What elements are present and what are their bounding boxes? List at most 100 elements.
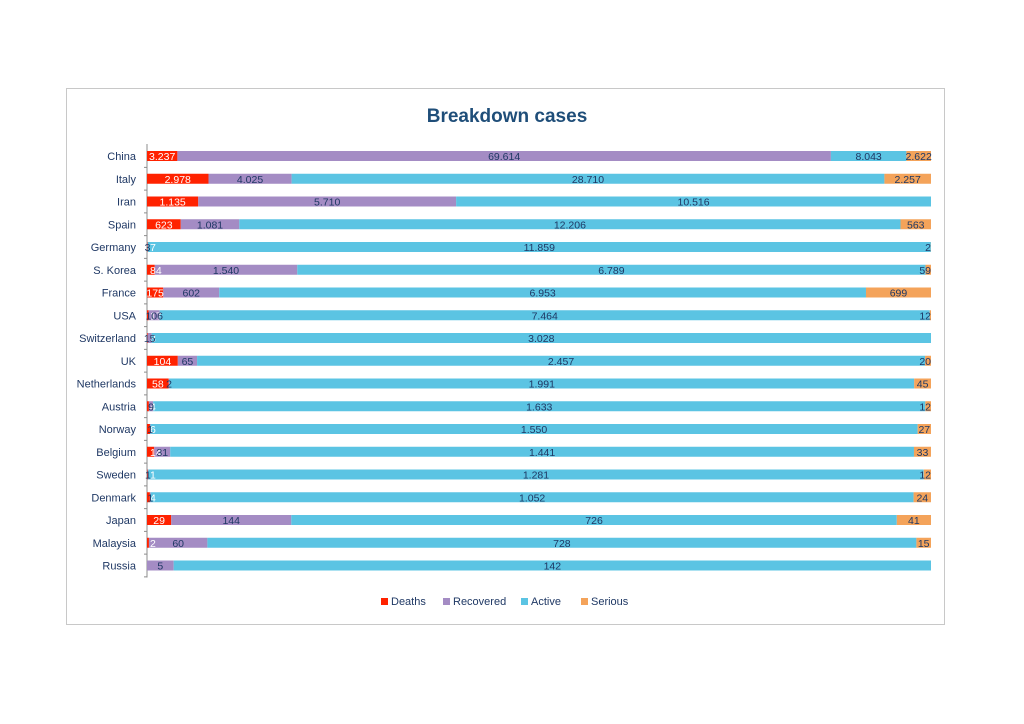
bar-deaths-austria bbox=[147, 401, 149, 412]
bar-deaths-usa bbox=[147, 310, 149, 321]
value-label-recovered-belgium: 31 bbox=[156, 447, 168, 459]
bar-serious-china bbox=[906, 151, 931, 161]
bar-active-belgium bbox=[170, 446, 914, 457]
bars-layer bbox=[144, 144, 932, 578]
value-label-recovered-russia: 5 bbox=[157, 561, 163, 573]
value-label-active-malaysia: 728 bbox=[553, 538, 571, 550]
bar-recovered-italy bbox=[208, 173, 292, 184]
value-label-active-germany: 11.859 bbox=[524, 242, 555, 254]
bar-active-s-korea bbox=[297, 264, 926, 275]
value-label-deaths-austria: 4 bbox=[150, 401, 156, 413]
category-label-norway: Norway bbox=[99, 424, 137, 436]
bar-active-norway bbox=[150, 424, 918, 434]
value-label-recovered-japan: 144 bbox=[222, 515, 240, 527]
value-label-recovered-spain: 1.081 bbox=[197, 219, 223, 231]
value-label-serious-japan: 41 bbox=[908, 515, 920, 527]
value-label-deaths-malaysia: 2 bbox=[150, 538, 156, 550]
value-label-deaths-iran: 1.135 bbox=[159, 197, 185, 209]
value-label-active-uk: 2.457 bbox=[548, 356, 574, 368]
value-label-active-switzerland: 3.028 bbox=[528, 333, 554, 345]
value-label-serious-sweden: 12 bbox=[919, 470, 931, 482]
legend-swatch-active bbox=[521, 598, 528, 605]
value-label-serious-norway: 27 bbox=[918, 424, 930, 436]
bar-active-uk bbox=[197, 355, 926, 366]
legend-swatch-recovered bbox=[443, 598, 450, 605]
bar-active-iran bbox=[456, 196, 931, 207]
value-label-serious-uk: 20 bbox=[919, 356, 931, 368]
bar-serious-italy bbox=[884, 173, 931, 184]
bar-deaths-belgium bbox=[147, 446, 155, 457]
bar-serious-uk bbox=[925, 355, 931, 366]
value-label-active-china: 8.043 bbox=[855, 151, 881, 163]
value-label-recovered-switzerland: 15 bbox=[144, 333, 156, 345]
category-label-uk: UK bbox=[121, 356, 137, 368]
bar-deaths-france bbox=[147, 287, 164, 298]
value-label-serious-s-korea: 59 bbox=[919, 265, 931, 277]
legend-label-active: Active bbox=[531, 596, 561, 608]
bar-recovered-uk bbox=[177, 355, 198, 366]
value-label-serious-china: 2.622 bbox=[906, 151, 932, 163]
bar-recovered-malaysia bbox=[148, 537, 208, 548]
value-label-deaths-italy: 2.978 bbox=[165, 174, 191, 186]
value-label-recovered-norway: 1 bbox=[147, 424, 153, 436]
value-label-deaths-china: 3.237 bbox=[149, 151, 175, 163]
bar-deaths-netherlands bbox=[147, 378, 169, 389]
value-label-active-s-korea: 6.789 bbox=[598, 265, 624, 277]
value-label-deaths-sweden: 1 bbox=[150, 470, 156, 482]
category-label-russia: Russia bbox=[102, 561, 137, 573]
bar-serious-spain bbox=[900, 219, 931, 230]
value-label-deaths-belgium: 14 bbox=[150, 447, 162, 459]
bar-recovered-usa bbox=[148, 310, 160, 321]
category-label-netherlands: Netherlands bbox=[77, 379, 137, 391]
bar-serious-malaysia bbox=[916, 537, 931, 548]
bar-deaths-japan bbox=[147, 515, 172, 525]
value-label-deaths-usa: 17 bbox=[150, 310, 162, 322]
bar-deaths-iran bbox=[147, 196, 199, 207]
category-label-s-korea: S. Korea bbox=[93, 265, 137, 277]
category-label-italy: Italy bbox=[116, 174, 137, 186]
value-label-active-netherlands: 1.991 bbox=[529, 379, 555, 391]
legend-label-deaths: Deaths bbox=[391, 596, 426, 608]
bar-recovered-france bbox=[163, 287, 220, 298]
value-label-recovered-uk: 65 bbox=[182, 356, 194, 368]
value-label-active-denmark: 1.052 bbox=[519, 492, 545, 504]
value-label-serious-spain: 563 bbox=[907, 219, 925, 231]
value-label-serious-austria: 12 bbox=[919, 401, 931, 413]
stacked-bar-chart: Breakdown cases China 3.237 69.614 8.043 2.6… bbox=[77, 106, 932, 608]
bar-serious-france bbox=[865, 287, 931, 298]
value-label-deaths-norway: 6 bbox=[150, 424, 156, 436]
category-label-germany: Germany bbox=[91, 242, 137, 254]
bar-recovered-russia bbox=[147, 560, 174, 571]
bar-active-spain bbox=[239, 219, 901, 230]
value-label-active-sweden: 1.281 bbox=[523, 470, 549, 482]
value-label-deaths-netherlands: 58 bbox=[152, 379, 164, 391]
value-label-deaths-france: 175 bbox=[146, 288, 164, 300]
value-label-serious-netherlands: 45 bbox=[917, 379, 929, 391]
value-label-serious-germany: 2 bbox=[925, 242, 931, 254]
labels-layer: China 3.237 69.614 8.043 2.622 Italy 2.978 4.02… bbox=[77, 151, 932, 573]
bar-serious-netherlands bbox=[914, 378, 931, 389]
value-label-active-russia: 142 bbox=[544, 561, 562, 573]
bar-active-germany bbox=[147, 242, 931, 252]
value-label-active-norway: 1.550 bbox=[521, 424, 547, 436]
bar-deaths-uk bbox=[147, 355, 178, 366]
bar-serious-japan bbox=[896, 515, 931, 525]
bar-active-russia bbox=[173, 560, 932, 571]
value-label-serious-usa: 12 bbox=[919, 310, 931, 322]
value-label-recovered-germany: 3 bbox=[145, 242, 151, 254]
bar-active-malaysia bbox=[207, 537, 917, 548]
value-label-recovered-austria: 9 bbox=[148, 401, 154, 413]
chart-frame: Breakdown cases China 3.237 69.614 8.043 2.6… bbox=[66, 88, 945, 625]
bar-active-china bbox=[830, 151, 907, 161]
bar-recovered-netherlands bbox=[168, 378, 170, 389]
bar-recovered-s-korea bbox=[154, 264, 298, 275]
bar-recovered-austria bbox=[148, 401, 154, 412]
legend-label-serious: Serious bbox=[591, 596, 629, 608]
bar-serious-norway bbox=[917, 424, 931, 434]
category-label-usa: USA bbox=[113, 310, 136, 322]
value-label-recovered-china: 69.614 bbox=[488, 151, 520, 163]
bar-active-switzerland bbox=[151, 333, 932, 343]
bar-deaths-sweden bbox=[147, 469, 148, 480]
bar-serious-s-korea bbox=[925, 264, 931, 275]
value-label-serious-france: 699 bbox=[890, 288, 908, 300]
